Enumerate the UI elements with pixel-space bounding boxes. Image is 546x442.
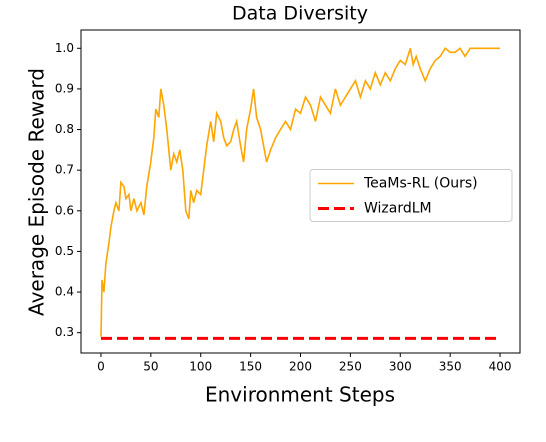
legend-box [309,169,513,222]
legend-label: TeaMs-RL (Ours) [363,176,478,192]
chart-title: Data Diversity [232,3,368,25]
plot-frame [80,29,521,354]
x-tick-label: 100 [189,360,212,374]
x-tick-label: 300 [389,360,412,374]
y-tick-label: 0.5 [55,244,74,258]
y-tick-label: 0.7 [55,163,74,177]
x-tick-label: 350 [439,360,462,374]
y-tick-label: 0.3 [55,325,74,339]
y-tick-label: 0.4 [55,285,74,299]
legend-label: WizardLM [364,201,432,217]
x-tick-label: 250 [339,360,362,374]
y-tick-label: 1.0 [55,41,74,55]
line-series [100,47,500,337]
x-tick-label: 0 [97,360,105,374]
x-tick-label: 50 [143,360,158,374]
x-tick-label: 150 [239,360,262,374]
x-tick-label: 200 [289,360,312,374]
y-tick-label: 0.8 [55,122,74,136]
y-axis-label: Average Episode Reward [25,68,49,316]
x-axis-label: Environment Steps [205,383,395,407]
y-tick-label: 0.6 [55,203,74,217]
y-tick-label: 0.9 [55,81,74,95]
x-tick-label: 400 [489,360,512,374]
